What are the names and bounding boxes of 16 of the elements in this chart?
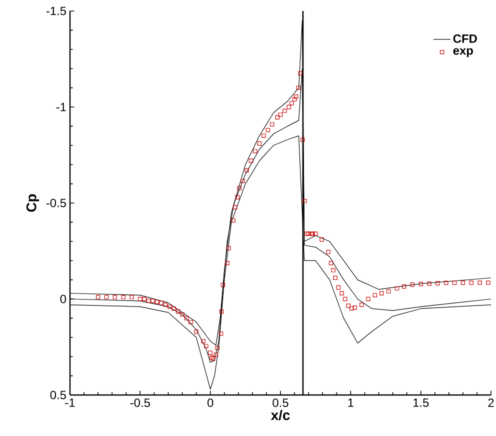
x-axis-title: x/c: [270, 410, 290, 420]
y-axis-title: Cp: [26, 194, 40, 212]
y-tick-label: -1: [56, 102, 66, 112]
legend-label: CFD: [453, 34, 477, 43]
x-tick-label: 1.5: [413, 398, 429, 407]
legend-label: exp: [453, 48, 473, 58]
y-tick-label: 0: [60, 294, 66, 304]
x-tick-label: -1: [65, 398, 75, 407]
y-tick-label: 0.5: [50, 390, 66, 400]
y-tick-label: -0.5: [46, 198, 66, 208]
y-tick-label: -1.5: [46, 6, 66, 16]
x-tick-label: 2: [488, 398, 494, 407]
x-tick-label: 0.5: [272, 398, 288, 407]
x-tick-label: 1: [348, 398, 354, 407]
x-tick-label: 0: [207, 398, 214, 407]
x-tick-label: -0.5: [130, 398, 150, 407]
